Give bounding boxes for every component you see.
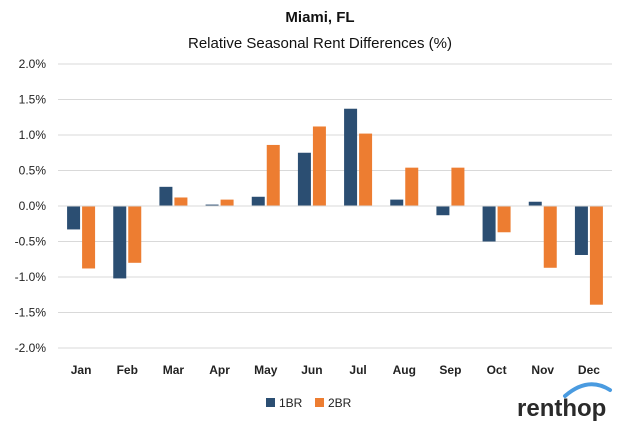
x-tick-label: Sep — [439, 363, 461, 377]
bar-2br-mar — [174, 197, 188, 206]
bar-2br-nov — [543, 206, 557, 268]
bar-1br-aug — [390, 199, 404, 206]
logo-swoosh-icon — [563, 382, 612, 398]
y-tick-label: -1.0% — [15, 270, 47, 284]
bar-1br-jul — [344, 108, 358, 206]
y-tick-label: 0.0% — [19, 199, 47, 213]
bar-2br-oct — [497, 206, 511, 233]
legend-label-1br: 1BR — [279, 396, 303, 410]
bar-1br-jan — [67, 206, 81, 230]
x-tick-label: Dec — [578, 363, 600, 377]
bar-1br-jun — [297, 152, 311, 206]
bar-1br-dec — [574, 206, 588, 255]
chart-subtitle: Relative Seasonal Rent Differences (%) — [188, 35, 452, 52]
x-tick-label: Aug — [393, 363, 416, 377]
y-tick-label: 2.0% — [19, 57, 47, 71]
x-tick-label: Mar — [163, 363, 185, 377]
bar-2br-sep — [451, 167, 465, 206]
bar-2br-jan — [82, 206, 96, 269]
bars — [67, 108, 603, 305]
x-tick-label: Jun — [301, 363, 322, 377]
gridlines — [58, 63, 612, 349]
bar-2br-apr — [220, 199, 234, 206]
bar-1br-sep — [436, 206, 450, 216]
y-tick-label: -2.0% — [15, 341, 47, 355]
chart-title: Miami, FL — [285, 9, 354, 26]
legend: 1BR 2BR — [266, 396, 352, 410]
y-tick-label: -0.5% — [15, 235, 47, 249]
logo-wordmark: renthop — [517, 395, 606, 422]
x-tick-label: Jul — [349, 363, 366, 377]
bar-2br-feb — [128, 206, 142, 263]
x-tick-label: Nov — [531, 363, 554, 377]
bar-2br-dec — [589, 206, 603, 305]
y-tick-label: 1.0% — [19, 128, 47, 142]
y-tick-label: 0.5% — [19, 164, 47, 178]
renthop-logo: renthop — [517, 382, 612, 422]
x-tick-label: May — [254, 363, 278, 377]
x-tick-label: Jan — [71, 363, 92, 377]
y-tick-label: -1.5% — [15, 306, 47, 320]
x-tick-label: Oct — [487, 363, 507, 377]
bar-2br-may — [266, 144, 280, 206]
bar-2br-jul — [359, 133, 373, 206]
bar-1br-feb — [113, 206, 127, 279]
x-tick-label: Apr — [209, 363, 230, 377]
y-axis-ticks: 2.0% 1.5% 1.0% 0.5% 0.0% -0.5% -1.0% -1.5% -2.0% — [15, 57, 47, 355]
bar-1br-apr — [205, 204, 219, 206]
bar-2br-jun — [312, 126, 326, 206]
bar-1br-oct — [482, 206, 496, 242]
x-tick-label: Feb — [117, 363, 138, 377]
bar-1br-mar — [159, 186, 173, 206]
bar-1br-may — [251, 196, 265, 206]
bar-2br-aug — [405, 167, 419, 206]
legend-swatch-1br — [266, 398, 275, 407]
bar-1br-nov — [528, 201, 542, 206]
legend-label-2br: 2BR — [328, 396, 352, 410]
y-tick-label: 1.5% — [19, 93, 47, 107]
legend-swatch-2br — [315, 398, 324, 407]
x-axis-ticks: Jan Feb Mar Apr May Jun Jul Aug Sep Oct Nov Dec — [71, 363, 601, 377]
